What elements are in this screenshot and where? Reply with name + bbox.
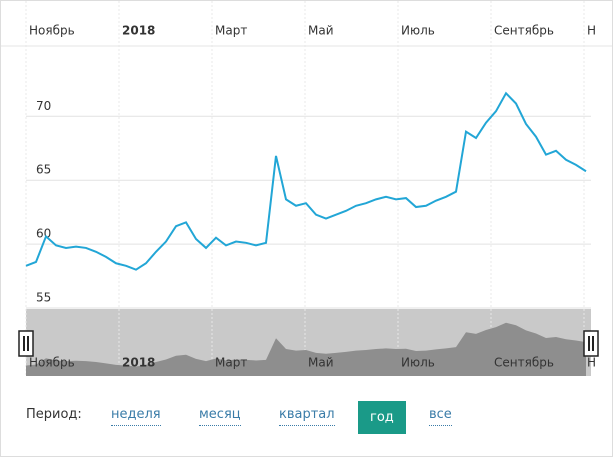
y-tick-label: 70 xyxy=(36,99,51,113)
navigator-label: Сентябрь xyxy=(494,356,554,370)
navigator-label: 2018 xyxy=(122,356,155,370)
navigator-handle[interactable] xyxy=(18,330,34,357)
navigator-label: Март xyxy=(215,356,247,370)
price-line xyxy=(25,91,587,271)
x-tick-label: Июль xyxy=(401,24,435,38)
x-tick-label: Сентябрь xyxy=(494,24,554,38)
navigator-label: Июль xyxy=(401,356,435,370)
period-option[interactable]: все xyxy=(429,405,452,426)
y-tick-label: 55 xyxy=(36,291,51,305)
period-option[interactable]: год xyxy=(358,401,406,434)
navigator-area xyxy=(26,322,586,376)
period-option[interactable]: неделя xyxy=(111,405,161,426)
x-tick-label: Н xyxy=(587,24,596,38)
navigator-label: Май xyxy=(308,356,334,370)
navigator-handle[interactable] xyxy=(583,330,599,357)
navigator-label: Ноябрь xyxy=(29,356,75,370)
x-tick-label: Ноябрь xyxy=(29,24,75,38)
y-tick-label: 65 xyxy=(36,163,51,177)
period-label: Период: xyxy=(26,407,82,422)
x-tick-label: Март xyxy=(215,24,247,38)
period-option[interactable]: квартал xyxy=(279,405,335,426)
navigator-label: Н xyxy=(587,356,596,370)
x-tick-label: Май xyxy=(308,24,334,38)
x-tick-label: 2018 xyxy=(122,24,155,38)
period-option[interactable]: месяц xyxy=(199,405,241,426)
